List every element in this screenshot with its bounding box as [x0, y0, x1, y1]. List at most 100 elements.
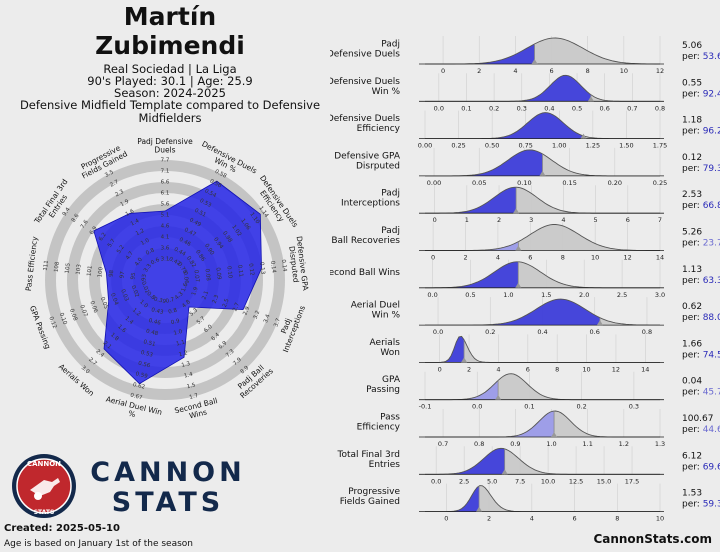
radar-tick-label: 4.0	[134, 256, 144, 267]
radar-tick-label: 0.14	[269, 261, 276, 274]
website-link[interactable]: CannonStats.com	[593, 532, 712, 546]
radar-axis-label-line: Padj Defensive	[137, 137, 193, 146]
radar-tick-label: 0.6	[150, 257, 161, 267]
dist-percentile: per: 44.6	[682, 425, 720, 435]
dist-row-label-line: Pass	[380, 413, 400, 423]
radar-tick-label: 2.4	[94, 349, 105, 360]
dist-tick-label: 1.3	[655, 440, 665, 448]
dist-row-label: Aerials Won	[370, 338, 401, 358]
dist-percentile-value: 59.3	[703, 500, 720, 510]
dist-curve	[425, 485, 660, 513]
dist-area-above	[590, 94, 660, 102]
dist-value: 6.12	[682, 451, 702, 461]
radar-tick-label: 3.1	[161, 257, 170, 263]
radar-tick-label: 0.51	[193, 208, 207, 219]
radar-tick-label: 2.3	[212, 294, 221, 305]
dist-area-below	[425, 448, 505, 475]
dist-percentile-value: 45.7	[703, 388, 720, 398]
dist-area-below	[425, 44, 535, 64]
dist-marker-triangle	[580, 133, 587, 139]
dist-tick-label: 0	[433, 216, 437, 224]
dist-tick-label: 12.5	[569, 477, 583, 485]
dist-tick-label: 0.1	[524, 403, 534, 411]
dist-value: 100.67	[682, 414, 714, 424]
player-name: Martín Zubimendi	[0, 2, 340, 60]
dist-percentile: per: 66.8	[682, 201, 720, 211]
radar-tick-label: 93	[141, 273, 148, 281]
dist-tick-label: 4	[513, 67, 517, 75]
dist-row-label-line: Interceptions	[341, 199, 400, 209]
team-league: Real Sociedad | La Liga	[103, 62, 237, 76]
radar-tick-label: 3.6	[161, 246, 170, 252]
dist-percentile: per: 59.3	[682, 500, 720, 510]
dist-tick-label: 5	[594, 216, 598, 224]
radar-tick-label: 7.3	[225, 348, 236, 359]
radar-tick-label: 3.7	[273, 317, 282, 328]
age-note: Age is based on January 1st of the seaso…	[4, 539, 194, 549]
radar-tick-label: 1.1	[176, 340, 186, 348]
dist-tick-label: 0.4	[544, 104, 554, 112]
dist-row-label: Padj Interceptions	[341, 189, 400, 209]
dist-row-label: Pass Efficiency	[357, 413, 401, 433]
dist-marker-triangle	[551, 432, 558, 437]
dist-row-label-line: Passing	[366, 385, 400, 395]
dist-tick-label: 2.5	[617, 291, 627, 299]
dist-area-above	[518, 261, 660, 288]
dist-tick-label: 2.0	[579, 291, 589, 299]
dist-area-below	[425, 411, 555, 437]
radar-tick-label: 0.43	[151, 307, 165, 316]
dist-tick-label: 14	[641, 365, 649, 373]
dist-tick-label: 8	[561, 254, 565, 262]
dist-row-label-line: Padj	[381, 189, 400, 199]
radar-tick-label: 3.3	[143, 263, 153, 274]
radar-tick-label: 2.1	[102, 340, 113, 350]
radar-tick-label: 0.47	[183, 227, 197, 238]
dist-row-label: GPA Passing	[366, 375, 401, 395]
dist-percentile-value: 66.8	[703, 201, 720, 211]
dist-tick-label: 0.6	[600, 104, 610, 112]
radar-tick-label: 0.9	[170, 318, 180, 326]
radar-tick-label: 1.8	[109, 332, 120, 343]
radar-tick-label: 95	[130, 272, 137, 280]
dist-tick-label: 2	[487, 515, 491, 523]
dist-tick-label: 4	[496, 254, 500, 262]
dist-marker-triangle	[587, 96, 594, 102]
dist-tick-label: 0.9	[510, 440, 520, 448]
radar-tick-label: 0.46	[148, 318, 162, 327]
dist-tick-label: 5.0	[487, 477, 497, 485]
radar-tick-label: 4.1	[161, 235, 170, 241]
dist-percentile-value: 53.6	[703, 52, 720, 62]
radar-tick-label: 1.5	[186, 382, 196, 390]
radar-tick-label: 0.14	[280, 259, 287, 272]
brand-wordmark: CANNON STATS	[84, 458, 252, 518]
dist-tick-label: 2.5	[459, 477, 469, 485]
dist-row-label-line: Second Ball Wins	[330, 268, 400, 278]
radar-tick-label: 0.07	[193, 270, 200, 283]
dist-value: 0.12	[682, 153, 702, 163]
dist-tick-label: 10	[582, 365, 590, 373]
dist-percentile: per: 88.0	[682, 313, 720, 323]
dist-curve	[425, 447, 660, 475]
dist-area-below	[425, 299, 600, 326]
dist-tick-label: 3.0	[655, 291, 665, 299]
dist-area-below	[425, 187, 517, 214]
radar-tick-label: 0.01	[140, 281, 150, 295]
dist-marker-triangle	[513, 208, 520, 214]
dist-area-above	[542, 153, 660, 176]
dist-area-below	[425, 75, 591, 102]
dist-tick-label: 0.25	[653, 179, 667, 187]
dist-percentile: per: 74.5	[682, 350, 720, 360]
dist-area-below	[425, 380, 499, 400]
radar-tick-label: 6.2	[98, 232, 108, 243]
created-date: Created: 2025-05-10	[4, 523, 120, 534]
dist-tick-label: 6	[528, 254, 532, 262]
dist-row-label: Defensive Duels Efficiency	[330, 114, 401, 134]
radar-tick-label: 9.4	[62, 206, 72, 217]
radar-tick-label: 0.07	[78, 304, 88, 318]
dist-tick-label: 1.50	[619, 142, 633, 150]
radar-tick-label: 2.7	[109, 179, 120, 189]
dist-tick-label: 1.0	[503, 291, 513, 299]
